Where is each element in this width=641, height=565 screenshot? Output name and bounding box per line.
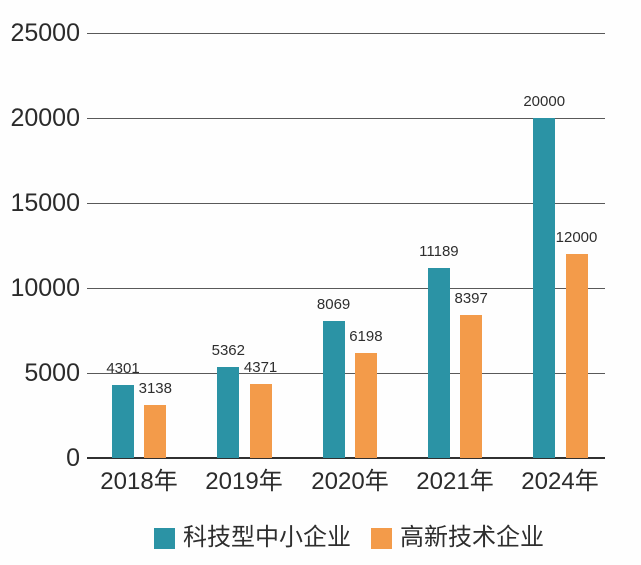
x-axis-line: [87, 457, 605, 459]
bar-value-label: 4301: [106, 360, 140, 377]
legend-item: 科技型中小企业: [154, 525, 351, 551]
legend-label: 科技型中小企业: [183, 524, 351, 551]
y-tick-label: 10000: [10, 274, 80, 302]
x-tick-label: 2021年: [416, 468, 494, 495]
bar-value-label: 5362: [211, 342, 245, 359]
bar: [460, 315, 483, 458]
legend: 科技型中小企业 高新技术企业: [154, 525, 544, 551]
bar: [533, 118, 556, 458]
bar: [565, 254, 588, 458]
gridline: [87, 203, 605, 204]
legend-item: 高新技术企业: [371, 525, 544, 551]
x-tick-label: 2018年: [100, 468, 178, 495]
legend-label: 高新技术企业: [400, 524, 544, 551]
x-tick-label: 2019年: [205, 468, 283, 495]
y-tick-label: 25000: [10, 19, 80, 47]
bar: [249, 384, 272, 458]
y-tick-label: 5000: [24, 359, 80, 387]
bar: [354, 353, 377, 458]
bar-value-label: 8397: [454, 290, 488, 307]
gridline: [87, 288, 605, 289]
bar-value-label: 3138: [138, 380, 172, 397]
gridline: [87, 373, 605, 374]
x-tick-label: 2020年: [311, 468, 389, 495]
bar-value-label: 4371: [243, 359, 278, 376]
bar-value-label: 20000: [523, 93, 566, 110]
y-tick-label: 20000: [10, 104, 80, 132]
bar: [322, 321, 345, 458]
legend-swatch: [154, 527, 175, 549]
bar: [217, 367, 240, 458]
x-tick-label: 2024年: [521, 468, 599, 495]
bar-value-label: 8069: [316, 296, 351, 313]
gridline: [87, 33, 605, 34]
gridline: [87, 118, 605, 119]
y-tick-label: 15000: [10, 189, 80, 217]
bar-value-label: 6198: [349, 328, 383, 345]
legend-swatch: [371, 527, 392, 549]
bar: [427, 268, 450, 458]
bar-value-label: 12000: [555, 229, 598, 246]
bar: [144, 405, 167, 458]
bar: [112, 385, 134, 458]
y-tick-label: 0: [66, 444, 80, 472]
bar-value-label: 11189: [419, 243, 459, 260]
